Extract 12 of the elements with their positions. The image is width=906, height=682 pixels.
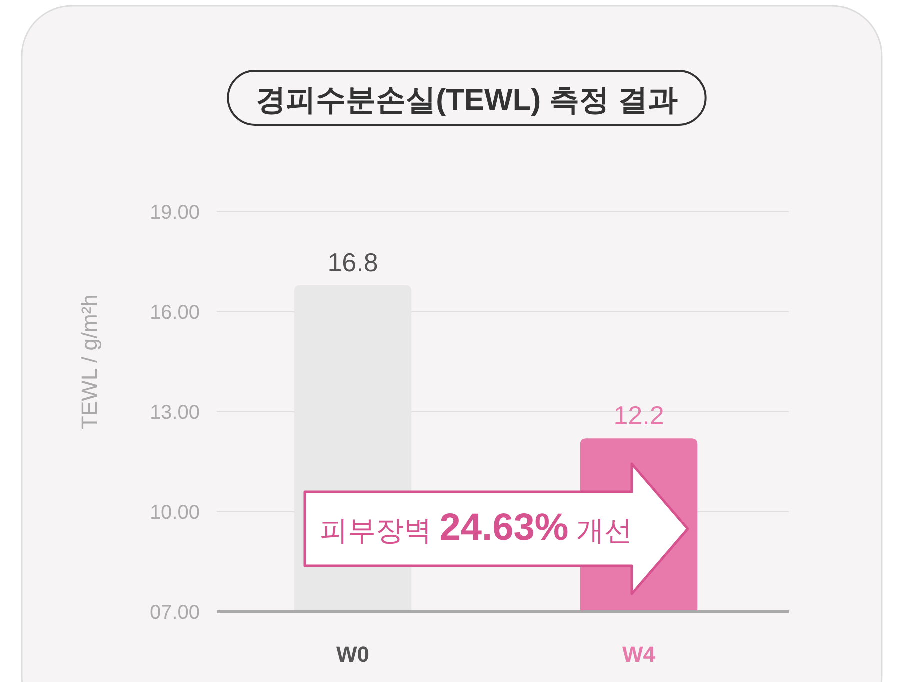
y-tick-label: 19.00 xyxy=(150,202,200,224)
annotation: 피부장벽 24.63% 개선 xyxy=(320,507,632,549)
chart-title: 경피수분손실(TEWL) 측정 결과 xyxy=(256,84,678,117)
y-tick-label: 13.00 xyxy=(150,402,200,424)
y-tick-label: 16.00 xyxy=(150,302,200,324)
y-axis-title: TEWL / g/m²h xyxy=(77,294,102,430)
x-tick-label: W4 xyxy=(622,642,656,667)
y-tick-label: 07.00 xyxy=(150,602,200,624)
y-tick-label: 10.00 xyxy=(150,502,200,524)
data-label: 12.2 xyxy=(614,400,664,431)
data-label: 16.8 xyxy=(328,247,378,278)
x-tick-label: W0 xyxy=(336,642,370,667)
